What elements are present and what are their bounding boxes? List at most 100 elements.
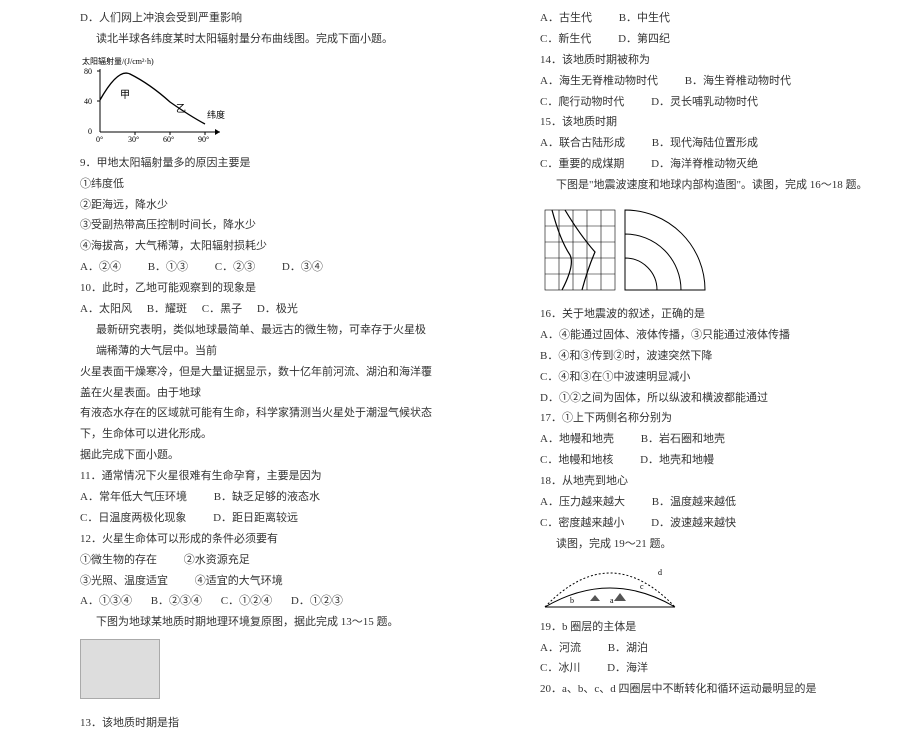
q12-d: D．①②③ <box>291 591 343 612</box>
mars-p1: 最新研究表明，类似地球最简单、最远古的微生物，可幸存于火星极端稀薄的大气层中。当… <box>96 320 432 362</box>
seismic-passage: 下图是"地震波速度和地球内部构造图"。读图，完成 16～18 题。 <box>556 175 892 196</box>
q11-row2: C．日温度两极化现象 D．距日距离较远 <box>80 508 432 529</box>
q12-opt1: ①微生物的存在 <box>80 550 157 571</box>
q10-answers: A．太阳风 B．耀斑 C．黑子 D．极光 <box>80 299 432 320</box>
q9-answers: A．②④ B．①③ C．②③ D．③④ <box>80 257 432 278</box>
q12-c: C．①②④ <box>221 591 272 612</box>
q13-stem: 13．该地质时期是指 <box>80 713 432 734</box>
q18-stem: 18．从地壳到地心 <box>540 471 892 492</box>
q11-c: C．日温度两极化现象 <box>80 508 186 529</box>
q15-stem: 15．该地质时期 <box>540 112 892 133</box>
svg-text:0°: 0° <box>96 135 103 144</box>
seismic-diagram <box>540 200 892 300</box>
q12-opt3: ③光照、温度适宜 <box>80 571 168 592</box>
q18-row2: C．密度越来越小 D．波速越来越快 <box>540 513 892 534</box>
q17-d: D．地壳和地幔 <box>640 450 714 471</box>
q17-c: C．地幔和地核 <box>540 450 613 471</box>
q10-b: B．耀斑 <box>147 299 187 320</box>
tail-label: 乙 <box>176 103 186 115</box>
q9-c: C．②③ <box>215 257 255 278</box>
q19-c: C．冰川 <box>540 658 580 679</box>
svg-text:d: d <box>658 568 662 577</box>
q13-row1: A．古生代 B．中生代 <box>540 8 892 29</box>
q15-a: A．联合古陆形成 <box>540 133 625 154</box>
chart-intro: 读北半球各纬度某时太阳辐射量分布曲线图。完成下面小题。 <box>96 29 432 50</box>
q14-stem: 14．该地质时期被称为 <box>540 50 892 71</box>
q19-stem: 19．b 圈层的主体是 <box>540 617 892 638</box>
q16-b: B．④和③传到②时，波速突然下降 <box>540 346 892 367</box>
q9-opt1: ①纬度低 <box>80 174 432 195</box>
q12-optrow2: ③光照、温度适宜 ④适宜的大气环境 <box>80 571 432 592</box>
q17-stem: 17．①上下两侧名称分别为 <box>540 408 892 429</box>
q10-stem: 10．此时，乙地可能观察到的现象是 <box>80 278 432 299</box>
mars-p4: 据此完成下面小题。 <box>80 445 432 466</box>
q18-a: A．压力越来越大 <box>540 492 625 513</box>
q19-b: B．湖泊 <box>608 638 648 659</box>
q17-b: B．岩石圈和地壳 <box>641 429 725 450</box>
peak-label: 甲 <box>120 90 130 101</box>
q9-a: A．②④ <box>80 257 121 278</box>
q9-opt3: ③受副热带高压控制时间长，降水少 <box>80 215 432 236</box>
q16-d: D．①②之间为固体，所以纵波和横波都能通过 <box>540 388 892 409</box>
right-column: A．古生代 B．中生代 C．新生代 D．第四纪 14．该地质时期被称为 A．海生… <box>460 0 920 651</box>
q10-c: C．黑子 <box>202 299 242 320</box>
q9-b: B．①③ <box>148 257 188 278</box>
sphere-diagram: b a c d <box>540 559 892 613</box>
q18-b: B．温度越来越低 <box>652 492 736 513</box>
q19-a: A．河流 <box>540 638 581 659</box>
svg-text:b: b <box>570 596 574 605</box>
q14-d: D．灵长哺乳动物时代 <box>651 92 758 113</box>
mars-p3: 有液态水存在的区域就可能有生命，科学家猜测当火星处于潮湿气候状态下，生命体可以进… <box>80 403 432 445</box>
q17-a: A．地幔和地壳 <box>540 429 614 450</box>
q17-row1: A．地幔和地壳 B．岩石圈和地壳 <box>540 429 892 450</box>
svg-text:a: a <box>610 596 614 605</box>
y-axis-title: 太阳辐射量/(J/cm²·h) <box>82 56 154 66</box>
q13-a: A．古生代 <box>540 8 592 29</box>
q8-option-d: D．人们网上冲浪会受到严重影响 <box>80 8 432 29</box>
q11-stem: 11．通常情况下火星很难有生命孕育，主要是因为 <box>80 466 432 487</box>
q18-row1: A．压力越来越大 B．温度越来越低 <box>540 492 892 513</box>
q13-b: B．中生代 <box>619 8 670 29</box>
q14-row1: A．海生无脊椎动物时代 B．海生脊椎动物时代 <box>540 71 892 92</box>
q12-b: B．②③④ <box>151 591 202 612</box>
mars-p2: 火星表面干燥寒冷，但是大量证据显示，数十亿年前河流、湖泊和海洋覆盖在火星表面。由… <box>80 362 432 404</box>
left-column: D．人们网上冲浪会受到严重影响 读北半球各纬度某时太阳辐射量分布曲线图。完成下面… <box>0 0 460 651</box>
q11-b: B．缺乏足够的液态水 <box>214 487 320 508</box>
q15-d: D．海洋脊椎动物灭绝 <box>651 154 758 175</box>
q13-d: D．第四纪 <box>618 29 670 50</box>
q16-c: C．④和③在①中波速明显减小 <box>540 367 892 388</box>
q12-stem: 12．火星生命体可以形成的条件必须要有 <box>80 529 432 550</box>
q14-b: B．海生脊椎动物时代 <box>685 71 791 92</box>
q14-c: C．爬行动物时代 <box>540 92 624 113</box>
q19-row2: C．冰川 D．海洋 <box>540 658 892 679</box>
q11-d: D．距日距离较远 <box>213 508 298 529</box>
q20-stem: 20．a、b、c、d 四圈层中不断转化和循环运动最明显的是 <box>540 679 892 700</box>
q9-opt4: ④海拔高，大气稀薄，太阳辐射损耗少 <box>80 236 432 257</box>
q19-row1: A．河流 B．湖泊 <box>540 638 892 659</box>
q13-row2: C．新生代 D．第四纪 <box>540 29 892 50</box>
q16-a: A．④能通过固体、液体传播，③只能通过液体传播 <box>540 325 892 346</box>
svg-text:90°: 90° <box>198 135 209 144</box>
radiation-chart: 太阳辐射量/(J/cm²·h) 80 40 0 0° 30° 60° 90° <box>80 54 432 149</box>
q18-d: D．波速越来越快 <box>651 513 736 534</box>
svg-text:60°: 60° <box>163 135 174 144</box>
q19-d: D．海洋 <box>607 658 648 679</box>
q12-a: A．①③④ <box>80 591 132 612</box>
svg-text:0: 0 <box>88 127 92 136</box>
q11-a: A．常年低大气压环境 <box>80 487 187 508</box>
svg-text:30°: 30° <box>128 135 139 144</box>
x-axis-title: 纬度 <box>207 109 225 120</box>
q18-c: C．密度越来越小 <box>540 513 624 534</box>
q15-row1: A．联合古陆形成 B．现代海陆位置形成 <box>540 133 892 154</box>
q9-opt2: ②距海远，降水少 <box>80 195 432 216</box>
q12-opt2: ②水资源充足 <box>184 550 250 571</box>
q12-opt4: ④适宜的大气环境 <box>195 571 283 592</box>
q14-row2: C．爬行动物时代 D．灵长哺乳动物时代 <box>540 92 892 113</box>
q16-stem: 16．关于地震波的叙述，正确的是 <box>540 304 892 325</box>
q9-stem: 9．甲地太阳辐射量多的原因主要是 <box>80 153 432 174</box>
geo-passage: 下图为地球某地质时期地理环境复原图，据此完成 13～15 题。 <box>96 612 432 633</box>
q12-optrow1: ①微生物的存在 ②水资源充足 <box>80 550 432 571</box>
q15-row2: C．重要的成煤期 D．海洋脊椎动物灭绝 <box>540 154 892 175</box>
geology-image <box>80 639 160 699</box>
q12-answers: A．①③④ B．②③④ C．①②④ D．①②③ <box>80 591 432 612</box>
